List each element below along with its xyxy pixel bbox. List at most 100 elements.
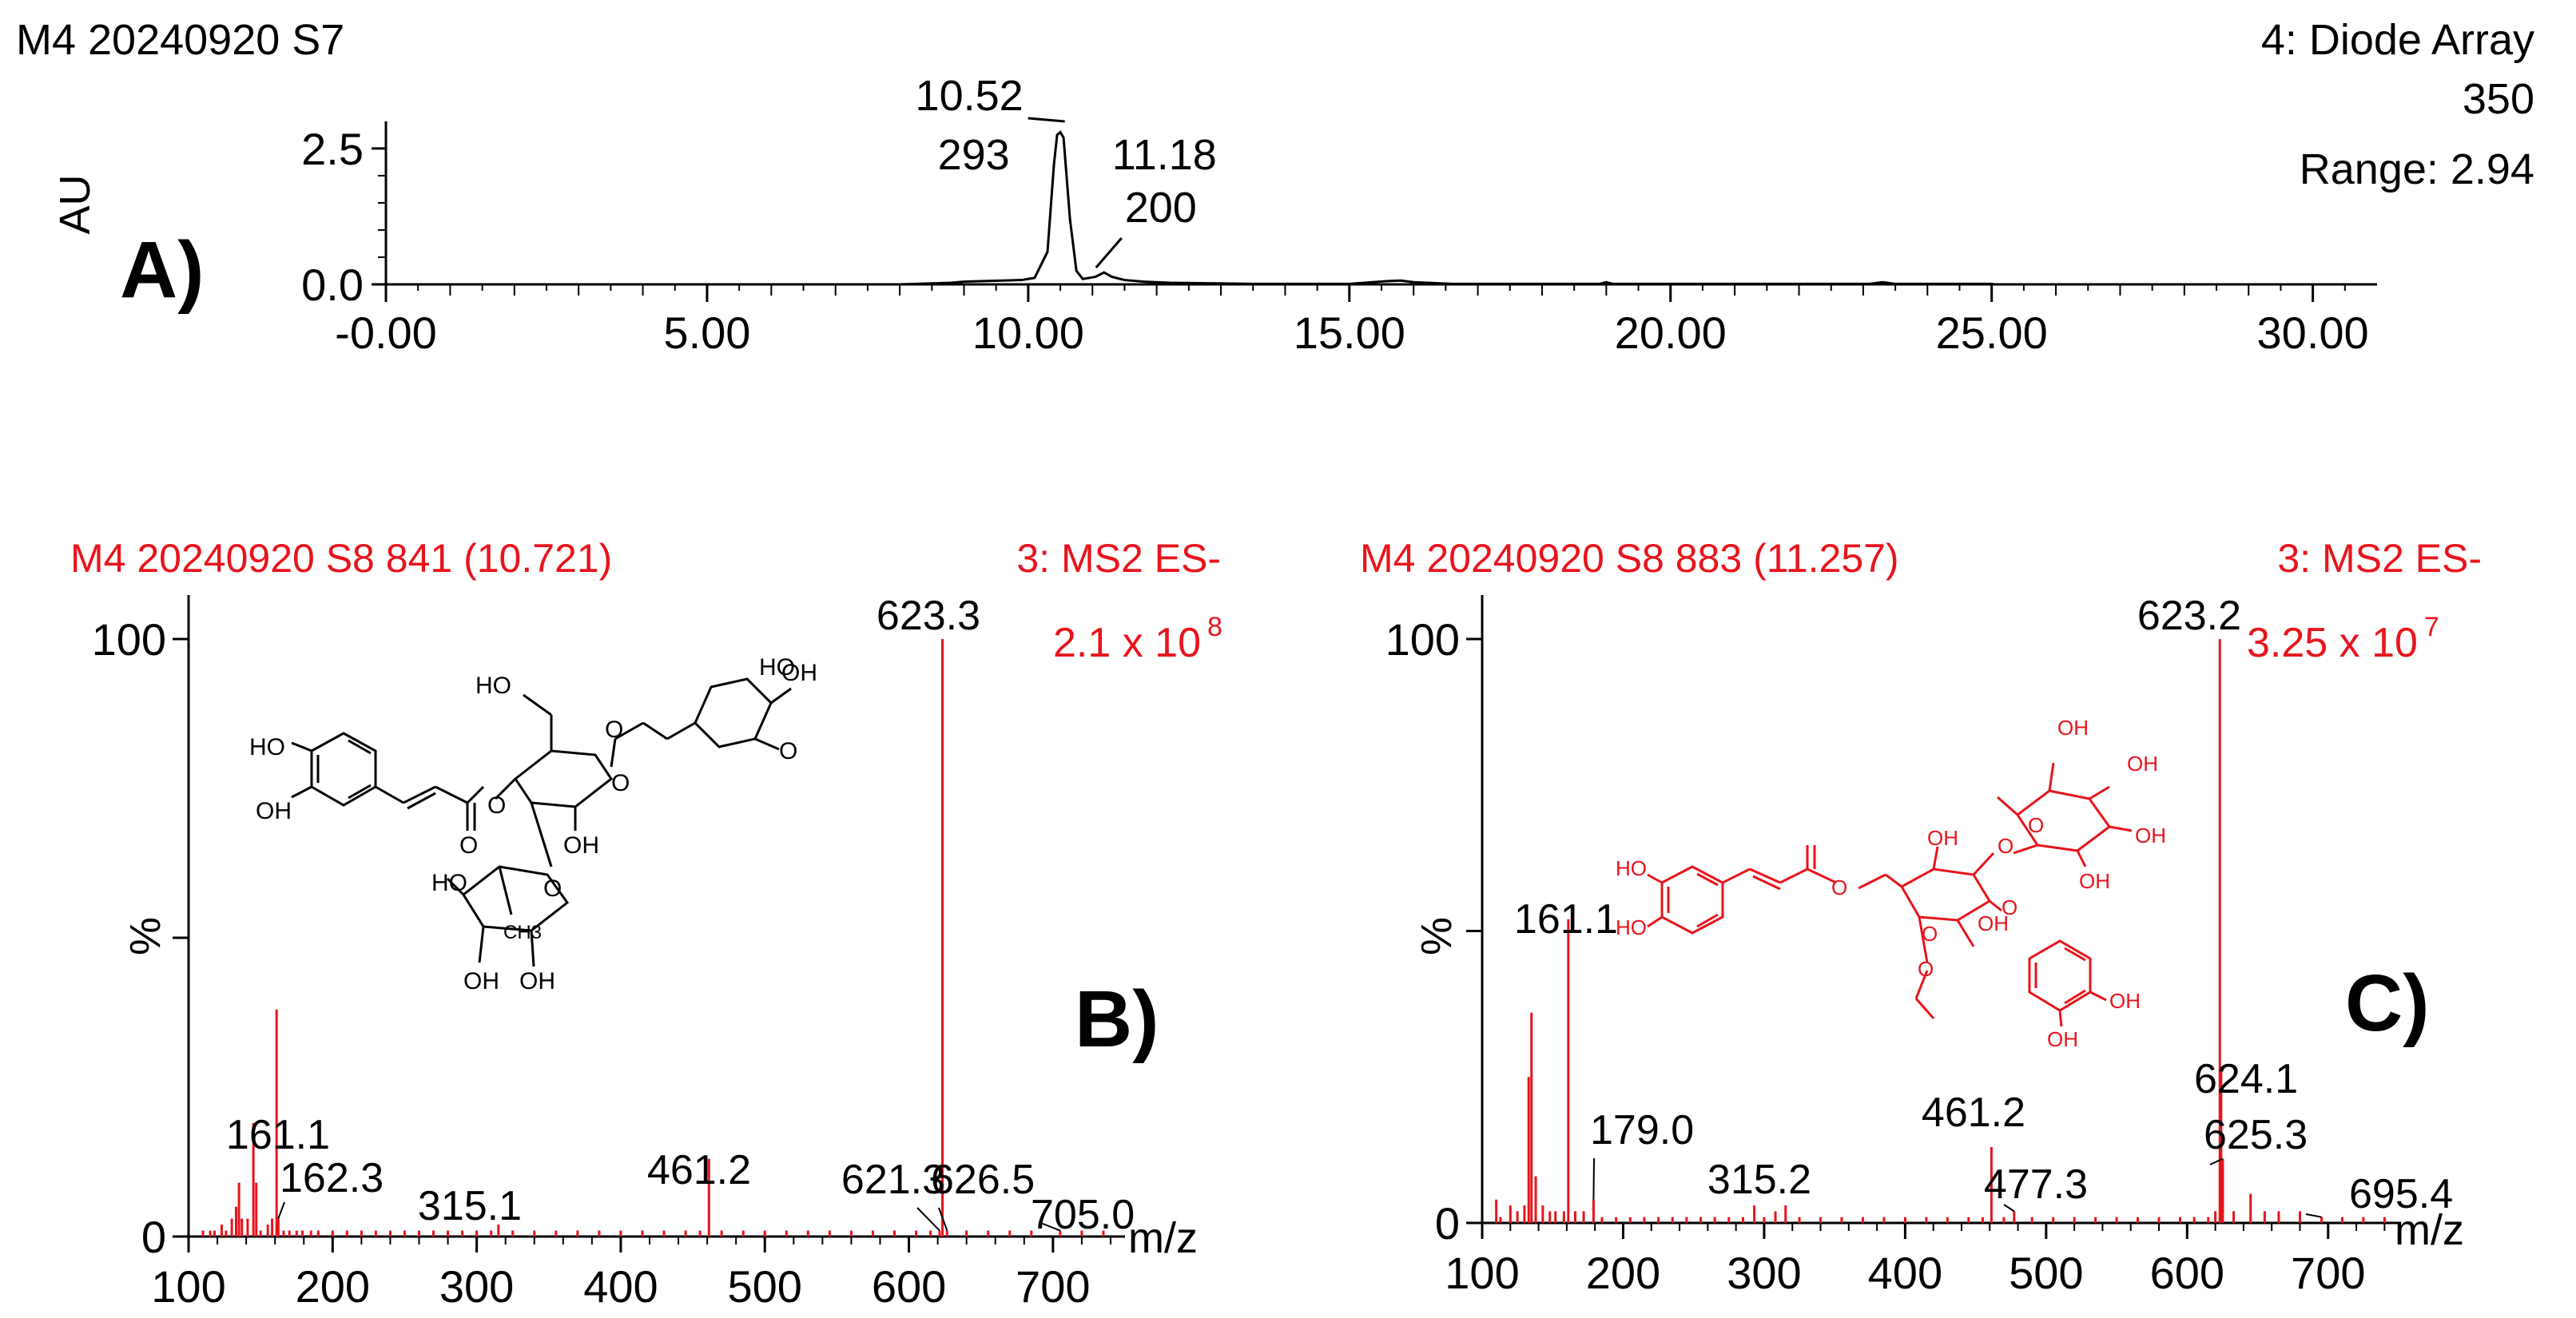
panel-b-peak-leader [916, 1207, 940, 1232]
panel-c-y-tick-label: 100 [1385, 614, 1460, 665]
panel-b-label: B) [1075, 975, 1159, 1064]
panel-c-x-tick-label: 300 [1727, 1248, 1801, 1298]
panel-a-label: A) [120, 225, 205, 315]
panel-b-peak-label: 621.3 [841, 1157, 945, 1203]
atom-label: OH [1927, 826, 1958, 850]
panel-b-peak-label: 461.2 [647, 1147, 751, 1193]
panel-a-peak-rt: 11.18 [1112, 131, 1217, 179]
atom-label: O [1922, 922, 1938, 946]
atom-label: OH [2047, 1027, 2078, 1051]
panel-c-peak-leader [2003, 1204, 2015, 1213]
panel-a-x-tick-label: 5.00 [663, 308, 750, 358]
panel-b-peak-label: 161.1 [226, 1112, 330, 1158]
panel-b-peak-label: 315.1 [418, 1183, 522, 1229]
panel-c-intensity-exponent: 7 [2424, 612, 2439, 642]
panel-a-x-tick-label: 25.00 [1936, 308, 2048, 358]
panel-b-header-left: M4 20240920 S8 841 (10.721) [70, 536, 612, 581]
atom-label: O [459, 832, 478, 859]
atom-label: OH [781, 660, 817, 686]
panel-a-x-tick-label: 15.00 [1294, 308, 1405, 358]
panel-c-structure-ring-glucose [1899, 867, 1992, 922]
panel-c-x-tick-label: 600 [2150, 1248, 2224, 1298]
panel-c-peak-label: 179.0 [1590, 1107, 1694, 1153]
panel-a-y-tick-label: 0.0 [301, 260, 364, 310]
atom-label: O [1831, 875, 1847, 899]
panel-b-structure-ring-right [694, 677, 773, 748]
atom-label: O [543, 875, 562, 902]
panel-c-peak-label: 315.2 [1707, 1157, 1811, 1203]
panel-c-peak-label: 624.1 [2194, 1056, 2298, 1102]
panel-b-structure-atoms: HO O OH OH HO HO O O O OH O HO CH3 OH OH… [249, 654, 817, 994]
atom-label: CH3 [503, 922, 542, 943]
panel-b-y-axis-label: % [121, 917, 169, 955]
atom-label: O [1918, 957, 1934, 981]
panel-b-y-tick-label: 100 [92, 614, 166, 665]
panel-c-x-tick-label: 400 [1868, 1248, 1942, 1298]
panel-b-peak-label: 626.5 [931, 1157, 1035, 1203]
panel-b-x-tick-label: 500 [728, 1261, 802, 1312]
panel-c-peak-leader [1592, 1157, 1595, 1200]
panel-a-peak-leader [1095, 237, 1123, 268]
panel-a-peak-leader [1028, 117, 1065, 123]
panel-c-x-tick-label: 500 [2009, 1248, 2083, 1298]
panel-c-peak-label: 161.1 [1514, 896, 1618, 943]
panel-a-header-left: M4 20240920 S7 [16, 16, 344, 64]
panel-a-chromatogram: M4 20240920 S7 4: Diode Array 350 Range:… [16, 16, 2534, 358]
panel-a-y-axis-label: AU [51, 174, 99, 234]
atom-label: OH [563, 832, 599, 859]
atom-label: OH [2127, 752, 2158, 776]
panel-b-x-tick-label: 600 [872, 1261, 946, 1312]
panel-c-y-axis-label: % [1413, 917, 1461, 955]
atom-label: OH [519, 968, 555, 994]
panel-c-intensity-mantissa: 3.25 x 10 [2247, 620, 2418, 666]
atom-label: OH [2135, 824, 2166, 848]
panel-b-intensity-mantissa: 2.1 x 10 [1053, 620, 1201, 666]
atom-label: O [605, 717, 623, 743]
panel-c-intensity: 3.25 x 10 7 [2247, 612, 2439, 666]
panel-b-x-tick-label: 700 [1016, 1261, 1090, 1312]
atom-label: HO [431, 870, 467, 896]
atom-label: O [779, 738, 797, 764]
atom-label: OH [2057, 716, 2089, 740]
atom-label: OH [463, 968, 499, 994]
panel-a-header-range: Range: 2.94 [2300, 145, 2534, 193]
atom-label: O [2002, 895, 2017, 919]
atom-label: O [611, 770, 630, 796]
atom-label: OH [256, 798, 292, 824]
panel-a-x-tick-label: 30.00 [2257, 308, 2369, 358]
panel-b-x-tick-label: 100 [151, 1261, 225, 1312]
panel-c-peak-label: 623.2 [2137, 593, 2241, 639]
panel-b-peak-label: 623.3 [877, 593, 980, 639]
atom-label: HO [1616, 915, 1647, 939]
panel-b-x-tick-label: 200 [296, 1261, 370, 1312]
atom-label: OH [1978, 911, 2009, 935]
panel-a-peak-rt: 10.52 [916, 72, 1024, 120]
atom-label: HO [475, 673, 511, 699]
panel-c-header-left: M4 20240920 S8 883 (11.257) [1360, 536, 1899, 581]
panel-b-structure [291, 677, 792, 967]
panel-a-peak-area: 293 [938, 131, 1010, 179]
panel-c-header-right: 3: MS2 ES- [2277, 536, 2482, 581]
panel-c-peak-label: 461.2 [1922, 1090, 2025, 1136]
panel-c-ms-spectrum: M4 20240920 S8 883 (11.257) 3: MS2 ES- 3… [1360, 536, 2482, 1298]
panel-b-peak-label: 162.3 [280, 1155, 384, 1201]
panel-a-y-tick-label: 2.5 [301, 124, 364, 174]
panel-c-structure-ring-lower [2028, 939, 2092, 1012]
panel-b-intensity-exponent: 8 [1207, 612, 1222, 642]
panel-c-structure-atoms: OH OH OH O OH O O OH HO HO O O OH O OH O… [1616, 716, 2166, 1051]
panel-c-x-tick-label: 700 [2291, 1248, 2365, 1298]
panel-c-peak-label: 477.3 [1984, 1161, 2088, 1208]
panel-a-chromatogram-trace [386, 130, 2377, 286]
panel-a-x-tick-label: 10.00 [972, 308, 1084, 358]
panel-b-y-tick-label: 0 [141, 1212, 166, 1262]
panel-a-x-tick-label: -0.00 [335, 308, 437, 358]
panel-b-ms-spectrum: M4 20240920 S8 841 (10.721) 3: MS2 ES- 2… [70, 536, 1222, 1312]
panel-a-header-detector: 4: Diode Array [2261, 16, 2534, 64]
panel-c-structure-ring-catechol [1660, 865, 1724, 935]
atom-label: O [487, 792, 506, 819]
atom-label: OH [2079, 869, 2110, 893]
atom-label: OH [2109, 989, 2141, 1013]
panel-c-structure [1647, 762, 2133, 1027]
panel-c-peak-label: 695.4 [2349, 1171, 2453, 1217]
